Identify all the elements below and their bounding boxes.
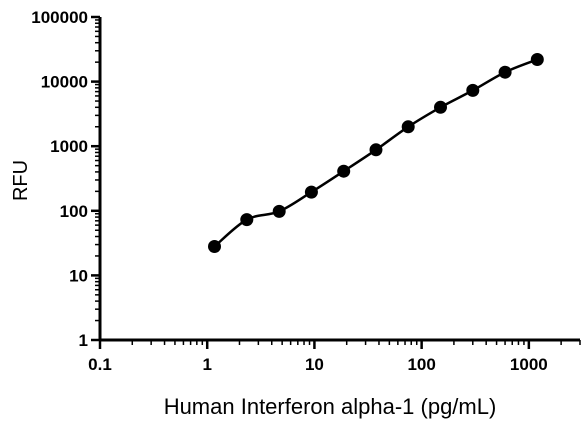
data-point	[369, 143, 383, 157]
y-tick-label: 100000	[31, 8, 88, 27]
data-point	[434, 100, 447, 114]
y-axis-title: RFU	[10, 160, 32, 201]
data-point	[530, 53, 544, 66]
data-point	[208, 240, 221, 253]
x-tick-label: 0.1	[88, 355, 112, 374]
y-tick-label: 1000	[50, 137, 88, 156]
data-point	[337, 164, 351, 178]
x-tick-label: 1	[202, 355, 211, 374]
x-tick-label: 10	[305, 355, 324, 374]
data-points-layer	[208, 53, 544, 253]
data-point	[240, 213, 254, 227]
y-tick-label: 10	[69, 266, 88, 285]
y-tick-label: 100	[60, 202, 88, 221]
data-point	[401, 120, 415, 134]
data-point	[272, 204, 286, 218]
x-tick-label: 1000	[510, 355, 548, 374]
y-tick-label: 1	[79, 331, 88, 350]
y-tick-label: 10000	[41, 73, 88, 92]
x-tick-label: 100	[407, 355, 435, 374]
data-point	[498, 65, 512, 79]
data-point	[466, 83, 480, 97]
axis-labels-layer: Human Interferon alpha-1 (pg/mL) RFU	[10, 160, 496, 419]
data-point	[304, 185, 318, 199]
x-axis-title: Human Interferon alpha-1 (pg/mL)	[164, 394, 497, 419]
